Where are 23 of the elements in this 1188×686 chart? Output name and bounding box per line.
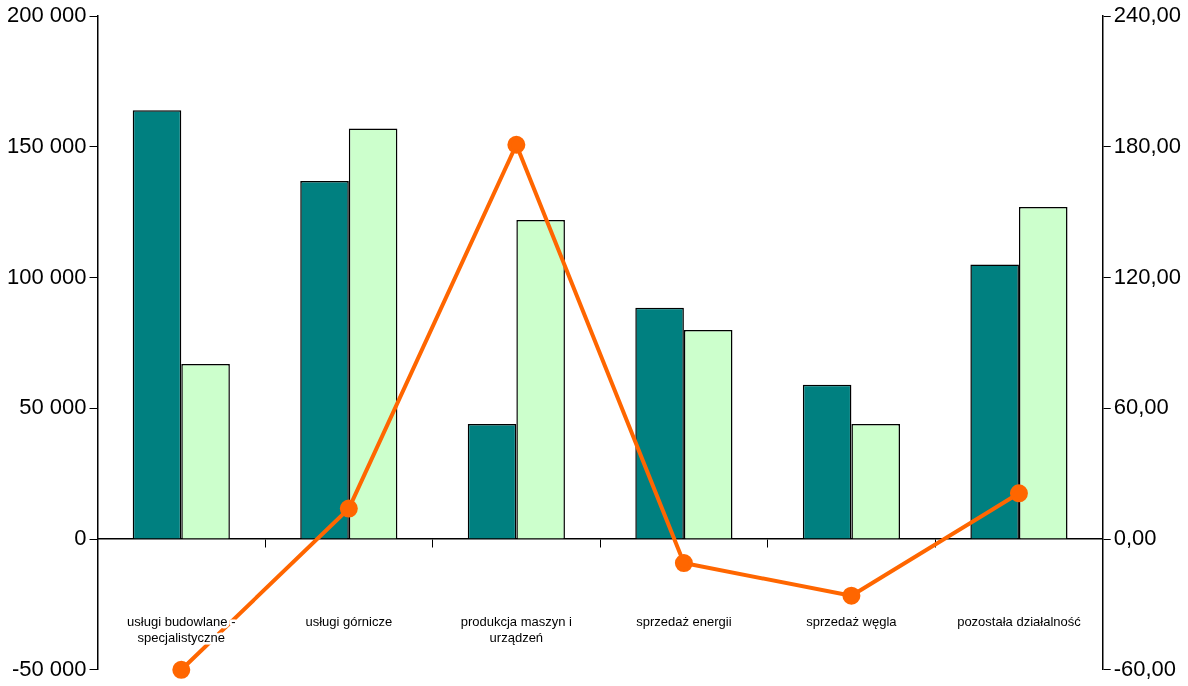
y-tick-label: 50 000 <box>19 394 87 420</box>
point <box>1009 484 1028 503</box>
y2-tick-label: -60,00 <box>1113 655 1177 681</box>
y-tick-label: 100 000 <box>6 263 87 289</box>
y2-tick-label: 120,00 <box>1113 263 1182 289</box>
x-tick-label: produkcja maszyn i urządzeń <box>460 614 573 646</box>
y-tick-label: 200 000 <box>6 2 87 28</box>
x-tick-label: pozostała działalność <box>957 614 1082 630</box>
point <box>674 554 693 573</box>
x-tick-label: usługi górnicze <box>305 614 393 630</box>
y-tick-label: -50 000 <box>11 655 87 681</box>
point <box>339 499 358 518</box>
y-tick-label: 150 000 <box>6 132 87 158</box>
point <box>842 586 861 605</box>
y2-tick-label: 60,00 <box>1113 394 1169 420</box>
x-tick-label: sprzedaż energii <box>636 614 732 630</box>
y2-tick-label: 180,00 <box>1113 132 1182 158</box>
point <box>172 660 191 679</box>
y2-tick-label: 240,00 <box>1113 2 1182 28</box>
x-tick-label: sprzedaż węgla <box>806 614 898 630</box>
y2-tick-label: 0,00 <box>1113 525 1157 551</box>
point <box>507 135 526 154</box>
y-tick-label: 0 <box>74 525 87 551</box>
